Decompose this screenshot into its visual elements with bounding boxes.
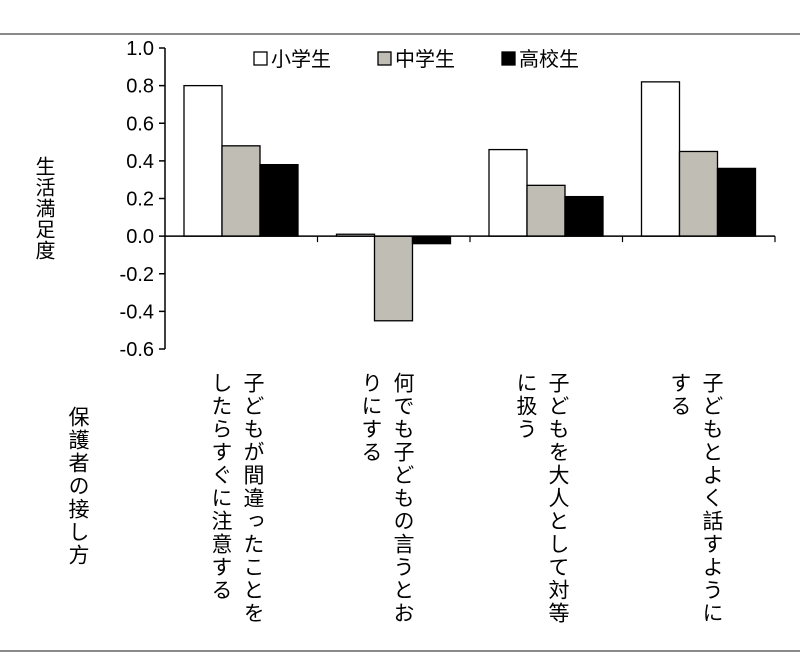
legend-label-0: 小学生 xyxy=(271,47,331,71)
bottom-border xyxy=(0,650,800,652)
category-label-1: 何でも子どもの言うとお りにする xyxy=(359,372,415,625)
legend-swatch-0 xyxy=(253,51,268,66)
bar-high-school-3 xyxy=(716,167,757,237)
y-tick-label: 0.2 xyxy=(126,189,154,211)
x-axis-title: 保護者の接し方 xyxy=(66,406,90,567)
legend-swatch-1 xyxy=(377,51,392,66)
legend-label-2: 高校生 xyxy=(519,47,579,71)
top-border xyxy=(0,33,800,35)
y-tick-label: 0.8 xyxy=(126,76,154,98)
category-label-3: 子どもとよく話すように する xyxy=(668,372,724,625)
y-tick-label: 1.0 xyxy=(126,38,154,60)
bar-high-school-2 xyxy=(564,195,604,237)
legend-swatch-2 xyxy=(501,51,516,66)
bar-junior-high-0 xyxy=(221,145,261,237)
bar-junior-high-2 xyxy=(526,184,566,237)
bar-high-school-0 xyxy=(259,163,299,237)
category-label-0: 子どもが間違ったことを したらすぐに注意する xyxy=(209,372,265,625)
bar-elementary-0 xyxy=(183,84,223,237)
y-tick-label: 0.4 xyxy=(126,151,154,173)
bar-junior-high-3 xyxy=(678,150,719,237)
y-tick-label: -0.6 xyxy=(120,339,154,361)
bar-high-school-1 xyxy=(411,235,452,245)
y-tick-label: 0.0 xyxy=(126,226,154,248)
y-tick-label: -0.2 xyxy=(120,264,154,286)
y-tick-label: -0.4 xyxy=(120,301,154,323)
y-tick-label: 0.6 xyxy=(126,113,154,135)
bar-elementary-3 xyxy=(640,81,681,237)
y-axis-label: 生活満足度 xyxy=(32,156,56,261)
legend-label-1: 中学生 xyxy=(395,47,455,71)
bar-elementary-2 xyxy=(488,148,528,237)
category-label-2: 子どもを大人として対等 に扱う xyxy=(514,372,570,625)
bar-junior-high-1 xyxy=(373,235,414,322)
